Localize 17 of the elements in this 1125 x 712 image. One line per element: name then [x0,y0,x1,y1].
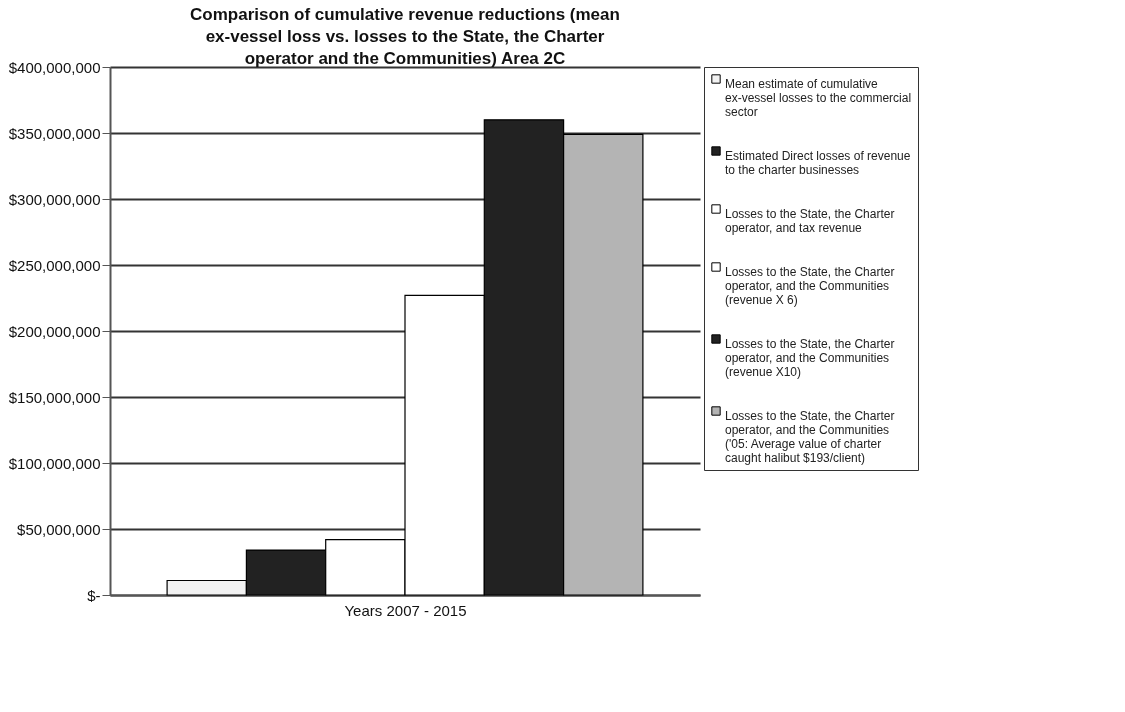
legend-label: Estimated Direct losses of revenue to the charter businesses [725,149,911,177]
x-axis-title: Years 2007 - 2015 [344,601,467,619]
y-tick-label: $400,000,000 [8,58,101,76]
chart-title: Comparison of cumulative revenue reductions (mean ex-vessel loss vs. losses to the State, the Charter operator and the Communities) Area 2C [190,5,620,68]
y-tick-label: $- [87,586,101,604]
y-tick-label: $50,000,000 [17,520,101,538]
legend-label: Losses to the State, the Charter operator, and the Communities ('05: Average value of charter caught halibut $193/client) [725,409,895,465]
legend-label: Mean estimate of cumulative ex-vessel losses to the commercial sector [725,77,912,119]
legend-label: Losses to the State, the Charter operator, and tax revenue [725,207,895,235]
y-tick-label: $100,000,000 [8,454,101,472]
legend-label: Losses to the State, the Charter operator, and the Communities (revenue X 6) [725,265,895,307]
y-tick-label: $200,000,000 [8,322,101,340]
y-tick-label: $150,000,000 [8,388,101,406]
legend-label: Losses to the State, the Charter operator, and the Communities (revenue X10) [725,337,895,379]
y-tick-label: $350,000,000 [8,124,101,142]
y-tick-label: $250,000,000 [8,256,101,274]
y-tick-label: $300,000,000 [8,190,101,208]
